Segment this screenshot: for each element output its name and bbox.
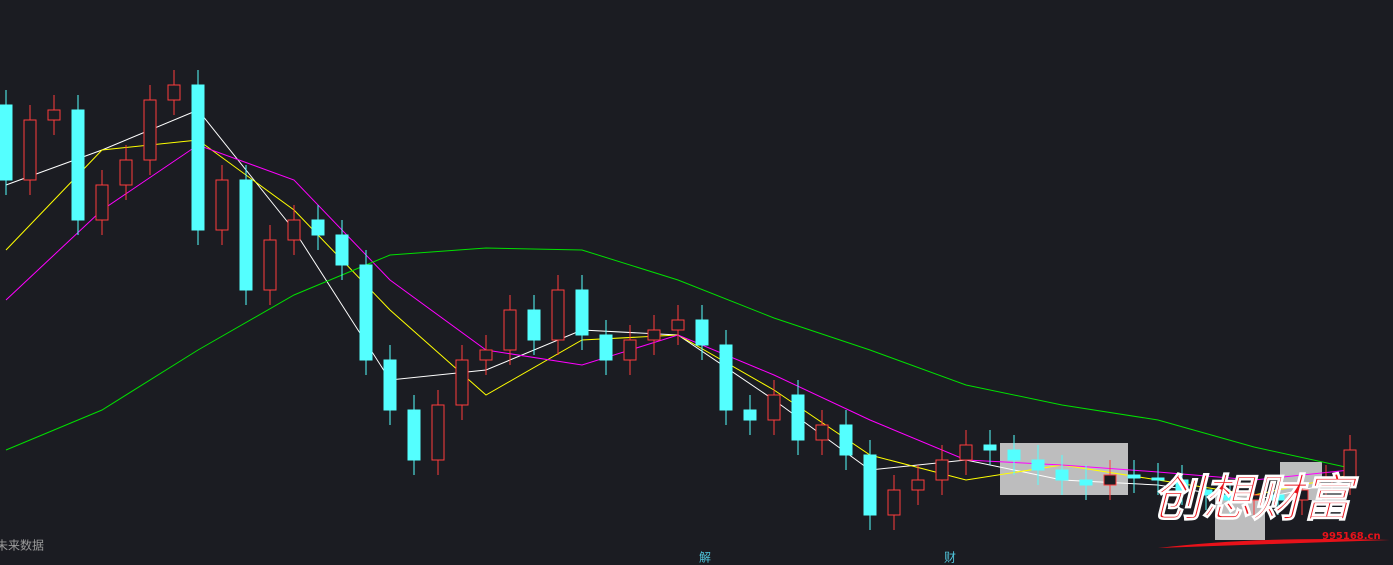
- candle-body: [575, 289, 589, 336]
- candle-body: [335, 234, 349, 266]
- watermark-swoosh: [1158, 539, 1390, 548]
- candle-body: [1007, 449, 1021, 461]
- candle-body: [1319, 479, 1333, 491]
- candle-body: [863, 454, 877, 516]
- candle-body: [431, 404, 445, 461]
- candle-body: [671, 319, 685, 331]
- highlight-box: [1000, 443, 1128, 495]
- candle-body: [167, 84, 181, 101]
- candle-body: [551, 289, 565, 341]
- candle-body: [503, 309, 517, 351]
- candle-body: [743, 409, 757, 421]
- candle-body: [1271, 494, 1285, 501]
- candle-body: [359, 264, 373, 361]
- candle-body: [191, 84, 205, 231]
- candle-body: [1175, 479, 1189, 491]
- candle-body: [239, 179, 253, 291]
- plot: [0, 70, 1357, 530]
- candle-body: [1055, 469, 1069, 481]
- candle-body: [479, 349, 493, 361]
- candle-body: [695, 319, 709, 346]
- candle-body: [767, 394, 781, 421]
- ma-line: [5, 247, 1351, 469]
- candle-body: [839, 424, 853, 456]
- candle-body: [935, 459, 949, 481]
- candle-body: [791, 394, 805, 441]
- candle-body: [1151, 477, 1165, 481]
- candle-body: [1247, 494, 1261, 501]
- candle-body: [455, 359, 469, 406]
- highlight-box: [1215, 495, 1265, 540]
- candle-body: [1031, 459, 1045, 471]
- candle-body: [1295, 489, 1309, 501]
- candle-body: [959, 444, 973, 461]
- candle-body: [0, 104, 13, 181]
- annotation: 未来数据: [0, 538, 44, 553]
- candle-body: [287, 219, 301, 241]
- watermark-site: 995168.cn: [1322, 531, 1381, 542]
- candle-body: [1223, 494, 1237, 501]
- candle-body: [119, 159, 133, 186]
- candle-body: [887, 489, 901, 516]
- candle-body: [1127, 474, 1141, 479]
- candle-body: [1199, 489, 1213, 496]
- candle-body: [383, 359, 397, 411]
- candle-body: [95, 184, 109, 221]
- watermark: 创想财富: [1152, 470, 1359, 528]
- annotation: 财: [944, 551, 956, 565]
- candle-body: [647, 329, 661, 341]
- annotation: 解: [699, 551, 711, 565]
- candle-body: [599, 334, 613, 361]
- candle-body: [983, 444, 997, 451]
- candle-body: [623, 339, 637, 361]
- candle-body: [1079, 479, 1093, 486]
- candle-body: [71, 109, 85, 221]
- candle-body: [911, 479, 925, 491]
- candle-body: [23, 119, 37, 181]
- candle-body: [1103, 474, 1117, 486]
- candle-body: [215, 179, 229, 231]
- candle-body: [407, 409, 421, 461]
- candle-body: [815, 424, 829, 441]
- candle-body: [143, 99, 157, 161]
- candle-body: [719, 344, 733, 411]
- candle-body: [263, 239, 277, 291]
- candle-body: [527, 309, 541, 341]
- candle-body: [311, 219, 325, 236]
- candle-body: [1343, 449, 1357, 481]
- candle-body: [47, 109, 61, 121]
